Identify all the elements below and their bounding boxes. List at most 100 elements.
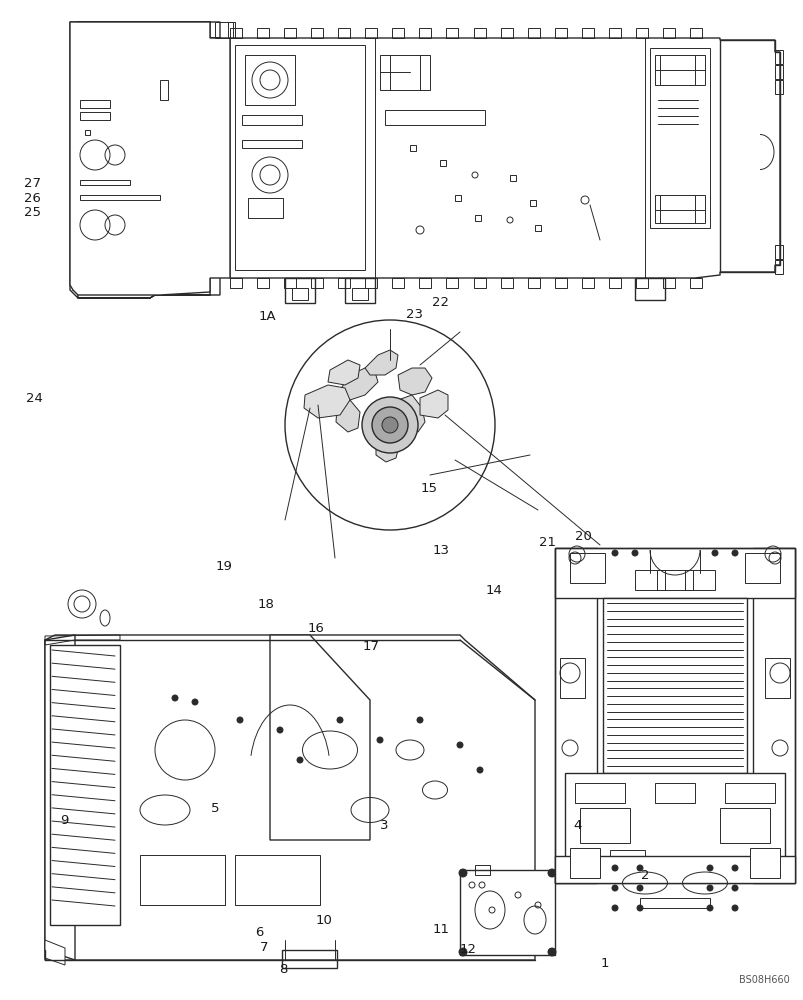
Bar (282, 950, 336, 968)
Text: 12: 12 (459, 943, 476, 956)
Bar (581, 278, 593, 288)
Text: 1: 1 (600, 957, 608, 970)
Polygon shape (752, 548, 794, 883)
Bar (311, 278, 323, 288)
Text: 5: 5 (211, 802, 219, 815)
Bar (80, 100, 110, 108)
Bar (654, 783, 694, 803)
Bar (719, 808, 769, 843)
Bar (654, 195, 704, 223)
Circle shape (296, 757, 303, 763)
Bar (242, 115, 302, 125)
Bar (352, 288, 368, 300)
Bar (744, 553, 779, 583)
Bar (608, 278, 620, 288)
Bar (454, 195, 460, 201)
Bar (569, 848, 599, 878)
Bar (534, 225, 540, 231)
Text: 26: 26 (24, 192, 40, 205)
Polygon shape (45, 635, 75, 960)
Polygon shape (70, 22, 230, 295)
Text: 21: 21 (538, 536, 556, 548)
Text: 14: 14 (486, 584, 502, 596)
Bar (724, 783, 774, 803)
Bar (419, 278, 431, 288)
Circle shape (237, 717, 243, 723)
Bar (473, 28, 485, 38)
Bar (634, 278, 664, 300)
Text: 9: 9 (60, 814, 68, 827)
Bar (214, 22, 234, 38)
Text: BS08H660: BS08H660 (738, 975, 789, 985)
Text: 24: 24 (26, 391, 43, 404)
Text: 15: 15 (420, 483, 438, 495)
Text: 18: 18 (258, 598, 274, 611)
Bar (581, 28, 593, 38)
Bar (338, 278, 350, 288)
Bar (392, 28, 404, 38)
Bar (662, 278, 674, 288)
Circle shape (611, 550, 618, 556)
Bar (569, 553, 604, 583)
Circle shape (731, 550, 737, 556)
Text: 7: 7 (259, 941, 267, 954)
Bar (774, 260, 782, 274)
Bar (774, 65, 782, 79)
Text: 23: 23 (406, 308, 423, 322)
Circle shape (631, 550, 638, 556)
Text: 25: 25 (23, 206, 41, 219)
Circle shape (459, 948, 467, 956)
Circle shape (706, 885, 712, 891)
Bar (80, 195, 160, 200)
Bar (80, 180, 130, 185)
Bar (527, 278, 539, 288)
Circle shape (372, 407, 407, 443)
Bar (50, 645, 120, 925)
Bar (649, 48, 709, 228)
Circle shape (277, 727, 283, 733)
Bar (554, 856, 794, 883)
Text: 3: 3 (380, 819, 388, 832)
Bar (689, 28, 701, 38)
Polygon shape (396, 395, 425, 432)
Bar (662, 28, 674, 38)
Bar (247, 198, 283, 218)
Bar (500, 28, 512, 38)
Bar (654, 55, 704, 85)
Bar (385, 110, 484, 125)
Bar (475, 865, 489, 875)
Circle shape (611, 905, 618, 911)
Text: 1A: 1A (258, 310, 275, 322)
Bar (392, 278, 404, 288)
Circle shape (548, 869, 556, 877)
Bar (764, 658, 789, 698)
Bar (283, 28, 296, 38)
Polygon shape (397, 368, 431, 395)
Text: 11: 11 (431, 923, 449, 936)
Bar (527, 28, 539, 38)
Bar (365, 28, 377, 38)
Bar (634, 570, 664, 590)
Bar (639, 898, 709, 908)
Bar (365, 278, 377, 288)
Circle shape (548, 948, 556, 956)
Polygon shape (376, 428, 400, 462)
Circle shape (381, 417, 397, 433)
Bar (419, 28, 431, 38)
Circle shape (476, 767, 483, 773)
Bar (579, 808, 630, 843)
Polygon shape (45, 940, 65, 965)
Bar (140, 855, 225, 905)
Bar (749, 848, 779, 878)
Bar (459, 870, 554, 955)
Bar (565, 773, 784, 858)
Circle shape (361, 397, 418, 453)
Polygon shape (304, 385, 349, 418)
Bar (85, 130, 90, 135)
Text: 2: 2 (641, 869, 649, 882)
Bar (234, 855, 320, 905)
Circle shape (456, 742, 463, 748)
Circle shape (417, 717, 422, 723)
Polygon shape (365, 350, 397, 375)
Bar (291, 288, 308, 300)
